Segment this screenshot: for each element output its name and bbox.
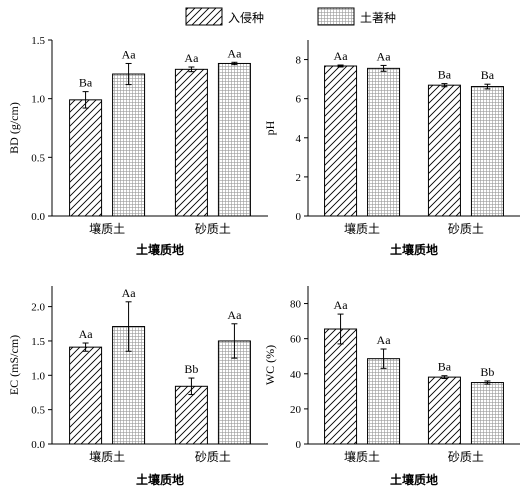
y-axis-title: EC (mS/cm)	[7, 335, 21, 395]
y-tick-label: 1.0	[31, 370, 45, 382]
bar-invasive	[69, 99, 103, 217]
bar-native	[217, 62, 251, 217]
legend-swatch-0	[185, 7, 223, 26]
bar-invasive	[324, 65, 358, 217]
significance-label: Aa	[377, 333, 392, 347]
x-axis-title: 土壤质地	[390, 472, 438, 487]
significance-label: Ba	[79, 76, 93, 90]
bar-native	[112, 73, 146, 217]
y-tick-label: 2	[296, 172, 302, 184]
significance-label: Aa	[227, 46, 242, 60]
y-tick-label: 0.5	[31, 152, 45, 164]
y-tick-label: 2.0	[31, 302, 45, 314]
x-tick-label: 砂质土	[448, 450, 484, 464]
y-tick-label: 80	[290, 299, 302, 311]
y-tick-label: 6	[296, 94, 302, 106]
bar-invasive	[69, 346, 103, 445]
bar-invasive	[427, 376, 461, 445]
x-tick-label: 壤质土	[89, 221, 125, 236]
y-tick-label: 0.0	[31, 439, 45, 451]
y-axis-title: BD (g/cm)	[7, 102, 21, 154]
x-axis-title: 土壤质地	[390, 242, 438, 257]
bar-native	[367, 67, 401, 217]
significance-label: Aa	[334, 298, 349, 312]
significance-label: Aa	[79, 327, 94, 341]
significance-label: Aa	[184, 51, 199, 65]
legend-label-1: 土著种	[360, 11, 396, 25]
x-axis-title: 土壤质地	[136, 472, 184, 487]
legend-label-0: 入侵种	[228, 10, 264, 25]
y-tick-label: 20	[290, 404, 302, 416]
y-tick-label: 1.0	[31, 94, 45, 106]
y-tick-label: 60	[290, 334, 302, 346]
bar-invasive	[174, 68, 208, 217]
legend-swatch-1	[317, 7, 355, 26]
significance-label: Aa	[334, 49, 349, 63]
y-tick-label: 1.5	[31, 336, 45, 348]
significance-label: Bb	[480, 365, 494, 379]
bar-invasive	[174, 385, 208, 445]
x-axis-title: 土壤质地	[136, 242, 184, 257]
significance-label: Aa	[227, 308, 242, 322]
y-tick-label: 8	[296, 55, 302, 67]
bar-invasive	[324, 328, 358, 445]
y-tick-label: 0.5	[31, 405, 45, 417]
y-tick-label: 40	[290, 369, 302, 381]
significance-label: Aa	[122, 47, 137, 61]
bar-invasive	[427, 84, 461, 217]
bar-native	[470, 86, 504, 217]
x-tick-label: 壤质土	[89, 449, 125, 464]
bar-native	[367, 358, 401, 445]
significance-label: Bb	[184, 362, 198, 376]
x-tick-label: 砂质土	[195, 222, 231, 236]
significance-label: Ba	[481, 68, 495, 82]
significance-label: Ba	[438, 360, 452, 374]
bar-native	[470, 382, 504, 445]
y-tick-label: 0.0	[31, 211, 45, 223]
y-tick-label: 4	[296, 133, 302, 145]
y-tick-label: 1.5	[31, 35, 45, 47]
significance-label: Aa	[377, 49, 392, 63]
x-tick-label: 砂质土	[195, 450, 231, 464]
x-tick-label: 砂质土	[448, 222, 484, 236]
y-tick-label: 0	[296, 439, 302, 451]
significance-label: Aa	[122, 286, 137, 300]
legend: 入侵种 土著种	[185, 7, 396, 26]
y-tick-label: 0	[296, 211, 302, 223]
x-tick-label: 壤质土	[344, 221, 380, 236]
y-axis-title: WC (%)	[263, 345, 277, 385]
y-axis-title: pH	[263, 120, 277, 135]
significance-label: Ba	[438, 68, 452, 82]
x-tick-label: 壤质土	[344, 449, 380, 464]
